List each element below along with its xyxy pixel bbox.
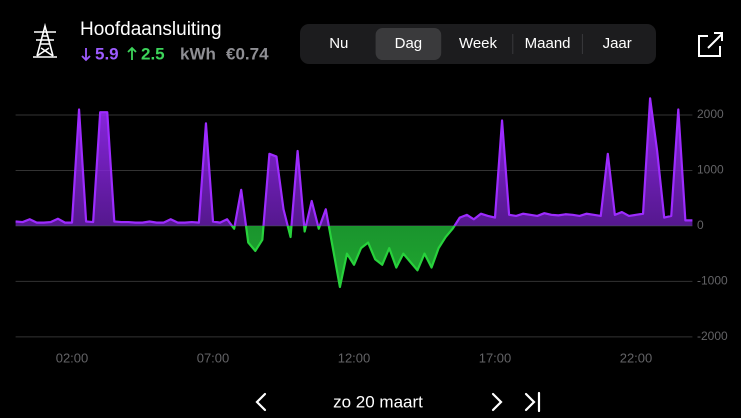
x-tick-label: 02:00: [56, 350, 89, 365]
line: [230, 225, 456, 289]
tab[interactable]: Maand: [525, 35, 571, 52]
x-tick-label: 22:00: [620, 350, 653, 365]
title: Hoofdaansluiting: [80, 19, 222, 40]
y-tick-label: 2000: [697, 107, 724, 121]
line: [15, 97, 693, 226]
y-tick-label: 0: [697, 218, 704, 232]
x-tick-label: 07:00: [197, 350, 230, 365]
unit: kWh: [180, 44, 216, 63]
last-button[interactable]: [524, 391, 541, 413]
export-arrow: [127, 46, 137, 60]
date-label: zo 20 maart: [333, 392, 423, 411]
prev-button[interactable]: [255, 392, 267, 412]
y-tick-label: 1000: [697, 163, 724, 177]
tab[interactable]: Nu: [329, 35, 348, 52]
tab[interactable]: Week: [459, 35, 498, 52]
pylon-icon: [33, 22, 57, 58]
area: [15, 98, 693, 226]
cost: €0.74: [226, 44, 269, 63]
import-arrow: [81, 48, 91, 62]
tab-selected: [375, 28, 442, 60]
tab[interactable]: Jaar: [603, 35, 632, 52]
area: [232, 225, 455, 287]
import-value: 5.9: [95, 44, 119, 63]
share-button[interactable]: [698, 32, 723, 57]
next-button[interactable]: [491, 392, 503, 412]
y-tick-label: -2000: [697, 329, 728, 343]
y-tick-label: -1000: [697, 274, 728, 288]
export-value: 2.5: [141, 44, 165, 63]
x-tick-label: 17:00: [479, 350, 512, 365]
tab[interactable]: Dag: [395, 35, 423, 52]
x-tick-label: 12:00: [338, 350, 371, 365]
